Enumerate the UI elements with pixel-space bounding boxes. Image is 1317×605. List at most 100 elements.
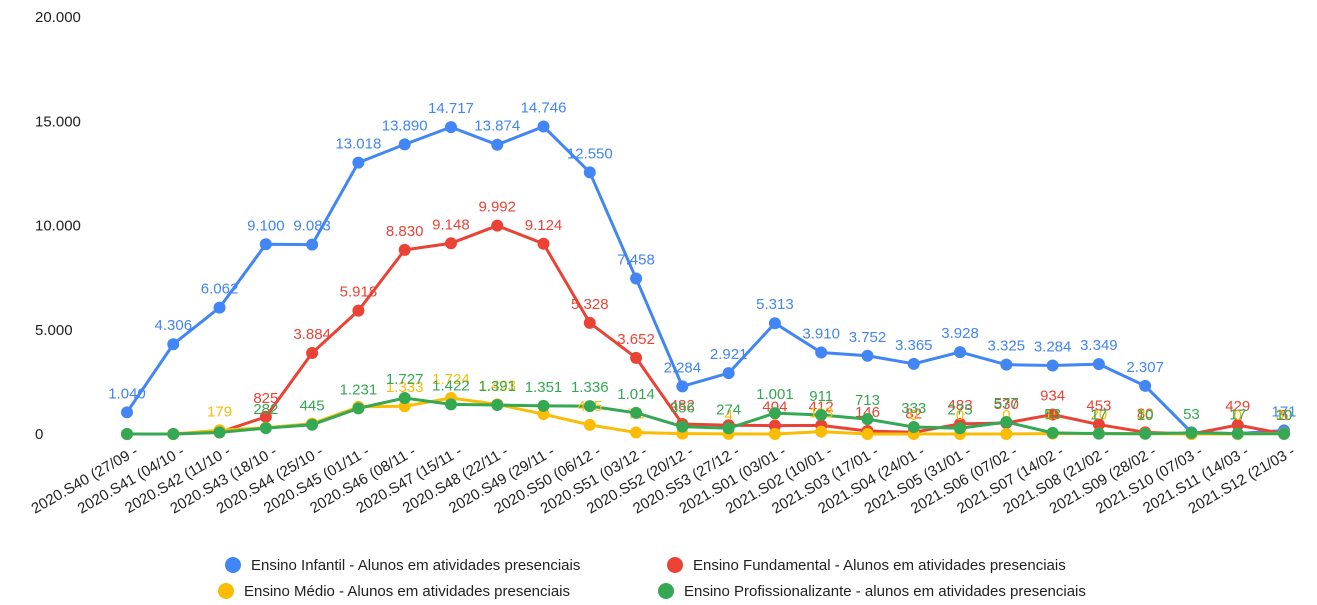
data-label: 20 — [1091, 407, 1108, 424]
data-point — [676, 380, 689, 393]
data-point — [1278, 427, 1290, 440]
data-point — [630, 272, 643, 285]
data-label: 10 — [1276, 407, 1293, 424]
data-point — [491, 398, 504, 411]
data-label: 2.284 — [664, 359, 702, 376]
data-label: 3.884 — [293, 326, 331, 343]
data-point — [352, 402, 365, 415]
data-label: 2.921 — [710, 346, 748, 363]
data-label: 1.391 — [478, 378, 516, 395]
data-point — [768, 419, 781, 432]
data-label: 1.231 — [340, 381, 378, 398]
data-point — [352, 156, 365, 169]
data-label: 429 — [1225, 398, 1250, 415]
data-label: 3.365 — [895, 337, 933, 354]
data-point — [537, 399, 550, 412]
y-tick-label: 20.000 — [35, 9, 81, 26]
data-point — [1046, 426, 1059, 439]
data-label: 2.307 — [1126, 359, 1164, 376]
data-label: 14.717 — [428, 100, 474, 117]
data-label: 13.018 — [335, 136, 381, 153]
data-point — [1000, 428, 1013, 440]
data-label: 911 — [809, 388, 833, 405]
series-line — [127, 396, 1285, 436]
legend-marker — [225, 557, 241, 573]
data-point — [954, 346, 967, 359]
data-point — [1231, 419, 1244, 432]
data-label: 825 — [253, 390, 278, 407]
data-point — [583, 166, 596, 179]
data-point — [815, 346, 828, 359]
data-point — [444, 237, 457, 250]
data-point — [213, 301, 226, 314]
data-label: 9.100 — [247, 217, 285, 234]
data-point — [1000, 358, 1013, 371]
legend-marker — [218, 583, 234, 599]
data-label: 356 — [670, 400, 695, 417]
data-point — [306, 238, 319, 251]
data-point — [630, 351, 643, 364]
data-point — [398, 400, 411, 413]
data-label: 146 — [855, 404, 880, 421]
data-label: 9.992 — [478, 199, 516, 216]
data-point — [491, 219, 504, 232]
data-label: 82 — [905, 405, 922, 422]
data-label: 3.284 — [1034, 339, 1072, 356]
data-label: 1.014 — [617, 386, 655, 403]
data-label: 4 — [724, 407, 732, 424]
data-label: 179 — [207, 403, 232, 420]
data-label: 15 — [1044, 407, 1061, 424]
legend-marker — [658, 583, 674, 599]
data-label: 1.333 — [386, 379, 424, 396]
y-tick-label: 15.000 — [35, 113, 81, 130]
data-point — [259, 410, 272, 423]
data-point — [1185, 426, 1198, 439]
data-point — [861, 413, 874, 426]
data-label: 5.313 — [756, 296, 794, 313]
data-point — [259, 238, 272, 251]
series-line — [127, 224, 1285, 436]
data-label: 3.325 — [988, 338, 1026, 355]
data-label: 53 — [1044, 406, 1061, 423]
data-point — [306, 347, 319, 360]
data-point — [583, 418, 596, 431]
y-tick-label: 0 — [35, 426, 43, 443]
data-point — [537, 120, 550, 133]
data-label: 275 — [948, 401, 973, 418]
data-point — [167, 338, 180, 351]
data-label: 13.890 — [382, 117, 428, 134]
data-label: 3.349 — [1080, 337, 1118, 354]
data-point — [768, 407, 781, 420]
data-point — [213, 426, 226, 439]
data-point — [1092, 358, 1105, 371]
data-point — [352, 304, 365, 317]
data-label: 9.148 — [432, 216, 470, 233]
data-point — [630, 426, 643, 439]
data-point — [954, 422, 967, 435]
data-label: 445 — [300, 398, 325, 415]
data-point — [444, 121, 457, 134]
data-point — [861, 349, 874, 362]
series-line — [125, 124, 1285, 436]
data-point — [444, 398, 457, 411]
data-label: 14.746 — [521, 100, 567, 117]
data-point — [1231, 427, 1244, 440]
data-point — [1046, 359, 1059, 372]
data-label: 577 — [994, 395, 1019, 412]
data-label: 9.124 — [525, 217, 563, 234]
data-label: 404 — [762, 399, 787, 416]
data-label: 7.458 — [617, 252, 655, 269]
data-label: 5.918 — [340, 284, 378, 301]
data-label: 17 — [1229, 407, 1246, 424]
data-label: 1.724 — [432, 371, 470, 388]
data-label: 3.910 — [802, 325, 840, 342]
data-label: 5 — [1280, 407, 1288, 424]
data-point — [907, 357, 920, 370]
data-point — [306, 418, 319, 431]
data-label: 12.550 — [567, 145, 613, 162]
data-label: 30 — [1276, 406, 1293, 423]
data-label: 0 — [1002, 407, 1010, 424]
data-label: 412 — [809, 398, 834, 415]
data-point — [121, 428, 133, 440]
